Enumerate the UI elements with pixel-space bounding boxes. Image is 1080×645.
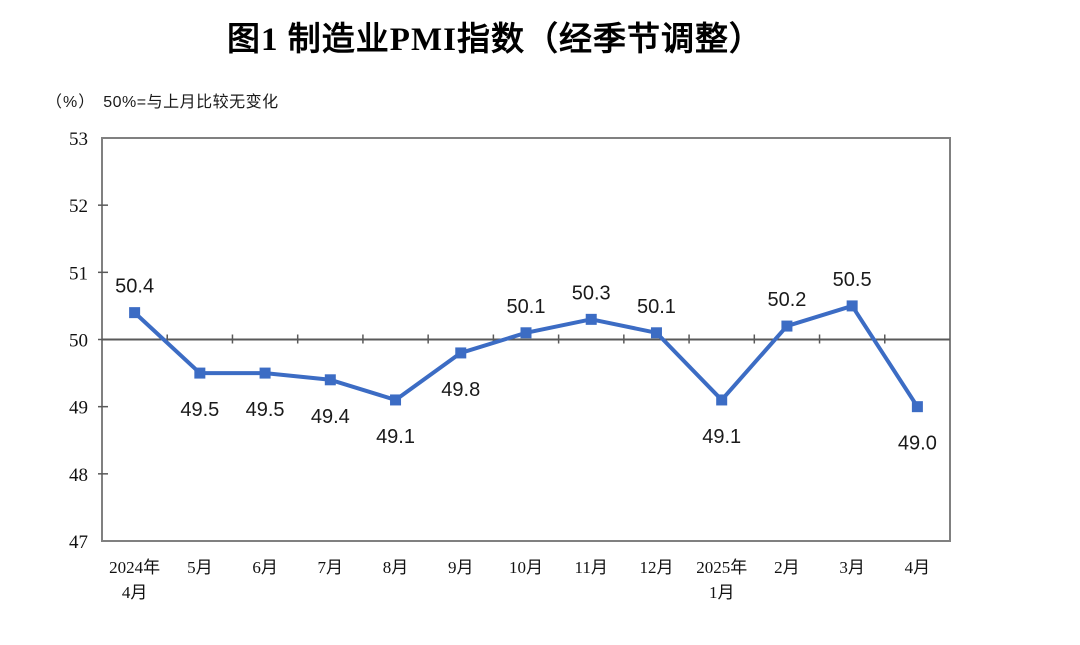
data-point-marker: [650, 327, 662, 339]
x-axis-label: 6月: [252, 558, 278, 577]
y-axis-label: 49: [69, 398, 88, 419]
y-axis-label: 52: [69, 196, 88, 217]
y-axis-label: 48: [69, 465, 88, 486]
data-point-label: 49.1: [702, 426, 741, 448]
pmi-series-line: [132, 303, 920, 409]
y-axis-label: 53: [69, 129, 88, 150]
data-point-label: 49.5: [246, 399, 285, 421]
data-point-marker: [585, 313, 597, 325]
y-axis-label: 50: [69, 331, 88, 352]
data-point-label: 50.1: [507, 296, 546, 318]
data-point-label: 49.5: [180, 399, 219, 421]
data-point-marker: [716, 394, 728, 406]
x-axis-label: 7月: [318, 558, 344, 577]
data-point-label: 50.2: [767, 289, 806, 311]
x-axis-label: 3月: [839, 558, 865, 577]
chart-title: 图1 制造业PMI指数（经季节调整）: [227, 22, 763, 58]
data-point-marker: [324, 374, 336, 386]
x-axis-label: 1月: [709, 583, 735, 602]
data-point-label: 50.1: [637, 296, 676, 318]
x-axis-label: 9月: [448, 558, 474, 577]
x-axis-label: 2024年: [109, 558, 160, 577]
x-axis-label: 11月: [575, 558, 608, 577]
x-axis-label: 8月: [383, 558, 409, 577]
data-point-label: 49.8: [441, 379, 480, 401]
data-point-marker: [455, 347, 467, 359]
y-axis-label: 51: [69, 263, 88, 284]
data-point-marker: [259, 367, 271, 379]
data-point-marker: [846, 300, 858, 312]
x-axis-label: 10月: [509, 558, 543, 577]
x-axis-label: 2025年: [696, 558, 747, 577]
data-point-marker: [520, 327, 532, 339]
x-axis-label: 4月: [905, 558, 931, 577]
x-axis-label: 2月: [774, 558, 800, 577]
data-point-marker: [194, 367, 206, 379]
x-axis-label: 5月: [187, 558, 213, 577]
data-point-marker: [390, 394, 402, 406]
data-point-label: 50.4: [115, 276, 154, 298]
chart-subtitle: 50%=与上月比较无变化: [103, 94, 279, 111]
chart-subtitle-row: （%） 50%=与上月比较无变化: [46, 88, 279, 112]
data-point-marker: [781, 320, 793, 332]
data-point-label: 49.1: [376, 426, 415, 448]
y-axis-label: 47: [69, 532, 88, 553]
data-point-label: 50.3: [572, 282, 611, 304]
data-point-marker: [911, 401, 923, 413]
data-point-label: 50.5: [833, 269, 872, 291]
data-point-label: 49.4: [311, 406, 350, 428]
x-axis-label: 4月: [122, 583, 148, 602]
x-axis-label: 12月: [639, 558, 673, 577]
data-point-label: 49.0: [898, 433, 937, 455]
data-point-marker: [129, 307, 141, 319]
y-axis-unit-label: （%）: [46, 94, 96, 111]
